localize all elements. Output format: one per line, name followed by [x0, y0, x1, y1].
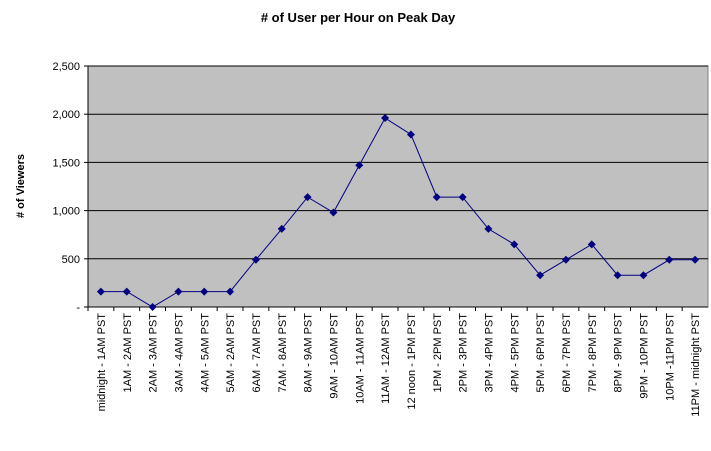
x-tick-label: 8PM - 9PM PST [613, 313, 625, 393]
chart-title: # of User per Hour on Peak Day [261, 10, 456, 25]
x-tick-label: 11AM - 12AM PST [380, 313, 392, 404]
y-tick-label: 1,500 [52, 157, 80, 169]
x-tick-label: 10AM - 11AM PST [354, 313, 366, 404]
data-line [100, 117, 696, 308]
y-tick-label: 500 [62, 254, 80, 266]
data-point [406, 130, 415, 139]
plot-area [87, 65, 709, 308]
data-point [226, 287, 235, 296]
y-tick-label: 2,000 [52, 109, 80, 121]
x-tick-label: 8AM - 9AM PST [303, 313, 315, 393]
x-tick-label: 12 noon - 1PM PST [406, 313, 418, 410]
data-point [174, 287, 183, 296]
data-point [691, 255, 700, 264]
x-tick-label: 7AM - 8AM PST [277, 313, 289, 393]
y-axis-label: # of Viewers [15, 154, 27, 218]
x-tick-label: 1PM - 2PM PST [432, 313, 444, 393]
x-tick-label: 4PM - 5PM PST [509, 313, 521, 393]
data-point [561, 255, 570, 264]
data-point [484, 224, 493, 233]
x-tick-label: 5PM - 6PM PST [535, 313, 547, 393]
data-point [613, 271, 622, 280]
data-point [122, 287, 131, 296]
data-point [587, 240, 596, 249]
x-tick-label: 2AM - 3AM PST [148, 313, 160, 393]
x-tick-label: 2PM - 3PM PST [458, 313, 470, 393]
x-tick-label: 3PM - 4PM PST [483, 313, 495, 393]
data-point [251, 255, 260, 264]
data-point [96, 287, 105, 296]
data-point [329, 208, 338, 217]
y-tick-label: - [76, 302, 80, 314]
data-point [355, 161, 364, 170]
x-tick-label: 7PM - 8PM PST [587, 313, 599, 393]
x-tick-label: 1AM - 2AM PST [122, 313, 134, 393]
data-point [381, 114, 390, 123]
data-point [432, 193, 441, 202]
x-tick-label: 3AM - 4AM PST [173, 313, 185, 393]
x-tick-label: 10PM -11PM PST [664, 313, 676, 401]
data-point [639, 271, 648, 280]
y-tick-label: 2,500 [52, 61, 80, 73]
data-point [200, 287, 209, 296]
x-tick-label: midnight - 1AM PST [96, 313, 108, 412]
x-tick-label: 9PM - 10PM PST [638, 313, 650, 399]
data-point [277, 224, 286, 233]
data-point [510, 240, 519, 249]
x-tick-label: 9AM - 10AM PST [328, 313, 340, 399]
x-tick-label: 11PM - midnight PST [690, 313, 702, 417]
x-tick-label: 5AM - 2AM PST [225, 313, 237, 393]
x-tick-label: 4AM - 5AM PST [199, 313, 211, 393]
data-point [665, 255, 674, 264]
data-point [148, 303, 157, 311]
data-point [303, 193, 312, 202]
x-tick-label: 6PM - 7PM PST [561, 313, 573, 393]
data-point [536, 271, 545, 280]
x-tick-label: 6AM - 7AM PST [251, 313, 263, 393]
data-point [458, 193, 467, 202]
y-tick-label: 1,000 [52, 206, 80, 218]
